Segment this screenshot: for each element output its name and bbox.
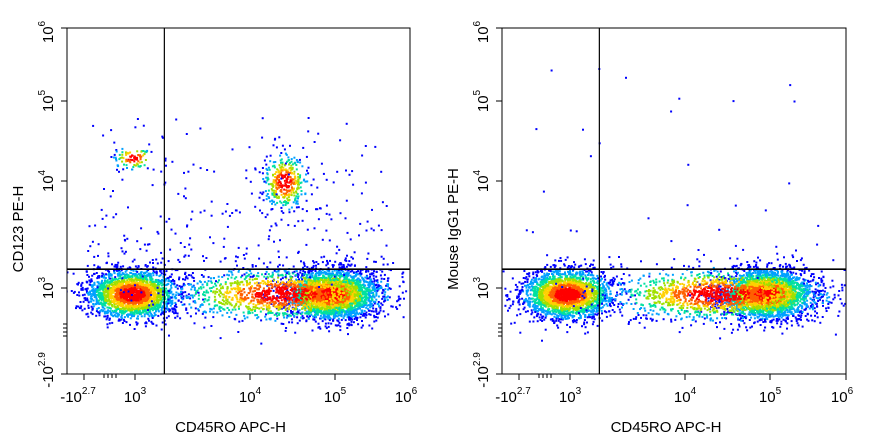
y-axis-title: CD123 PE-H: [10, 186, 27, 273]
x-tick-label: 104: [239, 386, 262, 406]
population-cd45ro-intermediate: [119, 247, 408, 345]
population-cd45ro-intermediate: [514, 249, 846, 340]
y-tick-label: 105: [472, 89, 492, 112]
sparse-events: [87, 117, 392, 290]
left-plot-panel: -102.7 103 104 105 106 -102.9 103 104 105 106 CD45…: [10, 20, 418, 436]
x-axis-title: CD45RO APC-H: [611, 419, 722, 436]
x-tick-label: 103: [124, 386, 147, 406]
y-tick-label: 104: [472, 169, 492, 192]
x-tick-label: -102.7: [60, 386, 96, 406]
event-dots: [502, 68, 846, 342]
x-tick-label: 105: [324, 386, 347, 406]
right-plot-panel: -102.7 103 104 105 106 -102.9 103 104 105 106 CD45…: [445, 20, 854, 436]
y-tick-label: 103: [472, 276, 492, 299]
sparse-events: [525, 68, 820, 286]
x-tick-label: 103: [559, 386, 582, 406]
y-tick-label: 104: [37, 169, 57, 192]
y-tick-label: -102.9: [472, 352, 492, 388]
plot-frame: [66, 27, 411, 375]
x-tick-label: 106: [831, 386, 854, 406]
x-axis-title: CD45RO APC-H: [175, 419, 286, 436]
y-axis-title: Mouse IgG1 PE-H: [445, 168, 462, 290]
population-cd45ro-negative: [502, 254, 640, 342]
x-tick-label: 104: [674, 386, 697, 406]
y-tick-label: 103: [37, 276, 57, 299]
y-tick-label: 105: [37, 89, 57, 112]
event-dots: [67, 117, 408, 345]
y-tick-label: 106: [472, 20, 492, 43]
x-tick-label: -102.7: [495, 386, 531, 406]
x-tick-label: 105: [759, 386, 782, 406]
y-tick-label: 106: [37, 20, 57, 43]
population-cd123-high-cluster: [254, 137, 317, 228]
x-tick-label: 106: [395, 386, 418, 406]
plot-frame: [501, 27, 847, 375]
population-cd123-high-small-cluster: [110, 141, 167, 173]
population-cd45ro-negative: [67, 243, 205, 337]
y-tick-label: -102.9: [37, 352, 57, 388]
